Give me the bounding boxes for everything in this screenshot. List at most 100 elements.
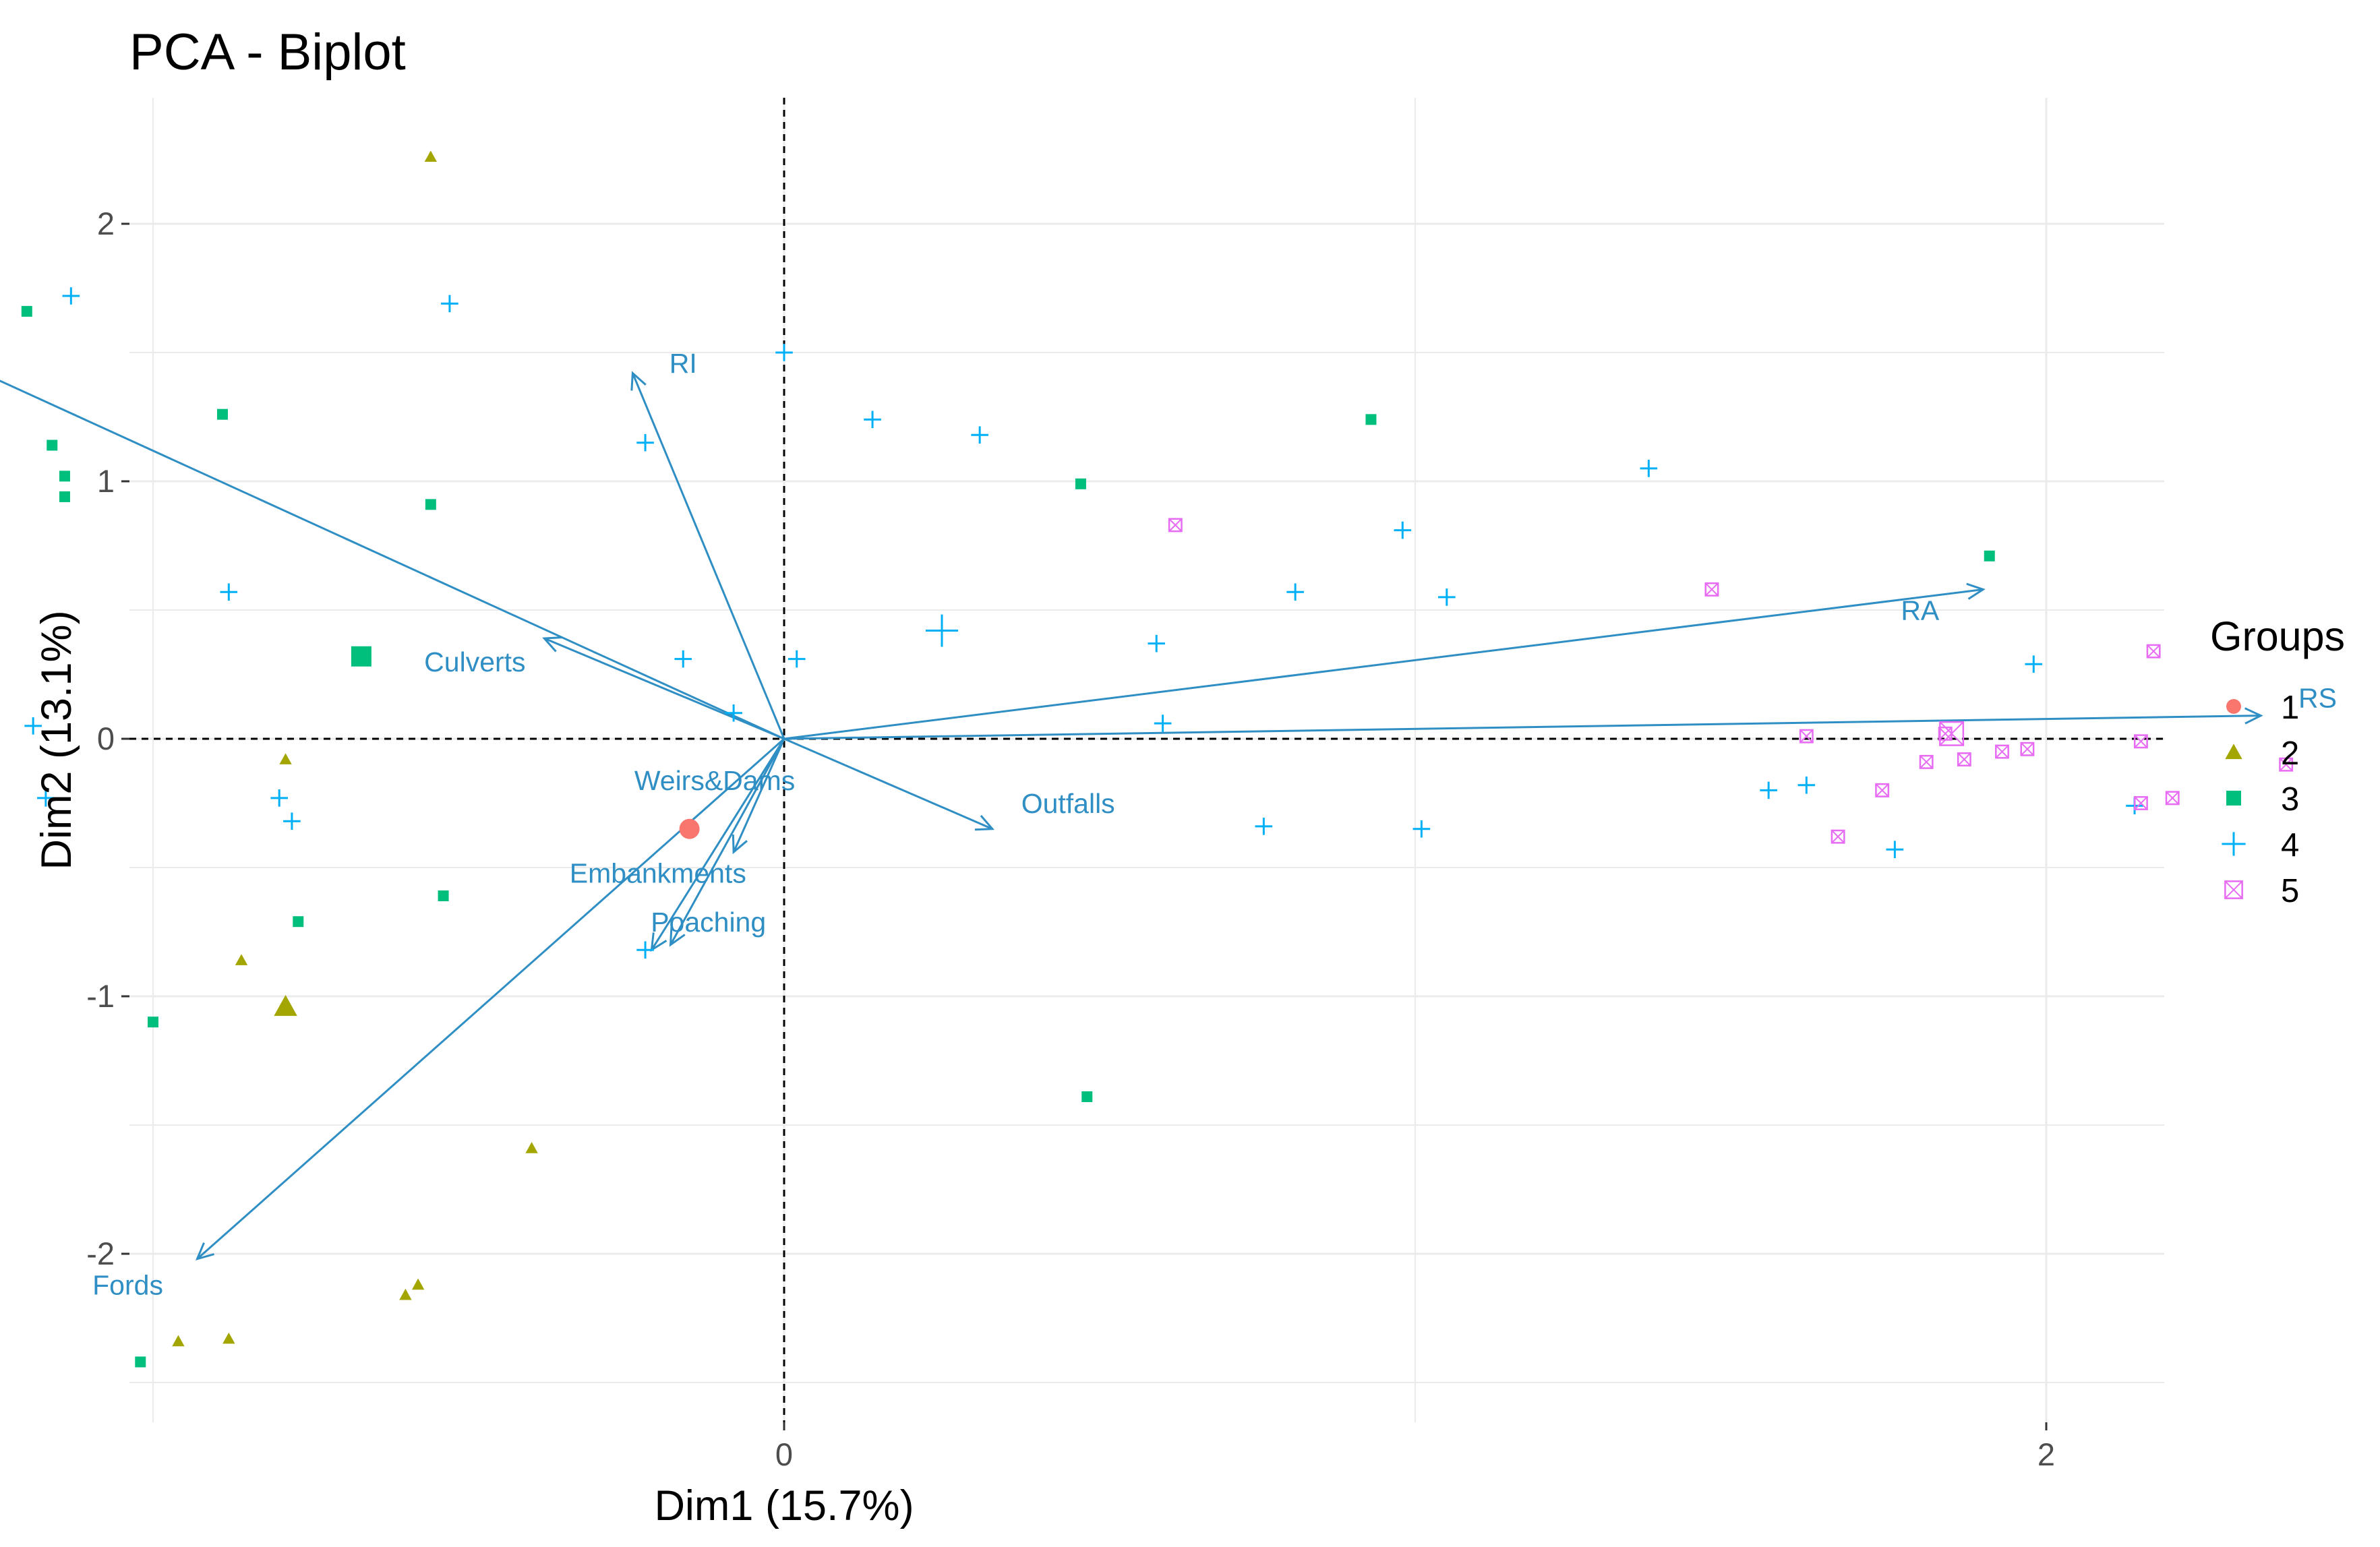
data-point-group-5 — [2146, 644, 2161, 659]
data-point-group-2 — [525, 1142, 538, 1153]
legend-item-3: 3 — [2226, 781, 2299, 818]
data-point-group-2 — [222, 1332, 235, 1344]
variable-label: Weirs&Dams — [634, 765, 795, 796]
data-point-group-4 — [864, 411, 881, 429]
variable-arrows: BridgesRI RA RS Culverts Weirs&Dams Outfalls E… — [0, 348, 2337, 1300]
data-point-group-4 — [1394, 521, 1412, 539]
legend-label: 5 — [2281, 873, 2299, 909]
variable-label: RA — [1901, 595, 1940, 626]
data-point-group-4 — [1255, 818, 1273, 835]
data-point-group-5 — [2020, 741, 2035, 756]
legend-key — [2226, 791, 2241, 806]
data-point-group-5 — [1831, 829, 1845, 844]
data-point-group-3 — [47, 439, 58, 451]
legend-key — [2224, 880, 2243, 899]
legend-key — [2222, 832, 2246, 856]
variable-arrow-outfalls: Outfalls — [783, 737, 1115, 831]
legend-item-1: 1 — [2226, 690, 2299, 726]
y-tick-label: -1 — [86, 978, 115, 1014]
centroid-group-1 — [679, 818, 700, 839]
centroid-group-2 — [274, 995, 297, 1017]
data-point-group-4 — [220, 583, 238, 601]
data-point-group-4 — [62, 287, 80, 305]
legend-label: 3 — [2281, 781, 2299, 818]
data-point-group-4 — [1412, 820, 1431, 838]
data-point-group-3 — [21, 305, 32, 317]
legend-key — [2225, 744, 2242, 760]
variable-arrow-fords: Fords — [92, 737, 785, 1300]
x-axis-title: Dim1 (15.7%) — [654, 1482, 914, 1529]
data-point-group-4 — [270, 789, 288, 807]
data-point-group-4 — [37, 789, 55, 807]
y-tick-label: 0 — [97, 721, 115, 756]
variable-arrow-weirs-dams: Weirs&Dams — [634, 738, 795, 855]
y-axis-title: Dim2 (13.1%) — [33, 610, 80, 870]
grid — [129, 98, 2164, 1422]
variable-label: Outfalls — [1021, 788, 1115, 819]
legend-item-2: 2 — [2225, 735, 2299, 772]
data-point-group-4 — [787, 650, 806, 668]
data-point-group-4 — [441, 295, 458, 313]
data-point-group-4 — [674, 650, 692, 668]
variable-arrow-ra: RA — [783, 582, 1986, 740]
data-point-group-2 — [399, 1288, 412, 1300]
data-point-group-4 — [1760, 781, 1777, 799]
data-point-group-3 — [59, 471, 70, 482]
y-tick-label: 2 — [97, 206, 115, 241]
x-tick-label: 2 — [2037, 1436, 2055, 1472]
data-point-group-5 — [2165, 791, 2180, 806]
data-point-group-5 — [1995, 744, 2009, 759]
legend-item-4: 4 — [2222, 827, 2299, 863]
legend: Groups 1 2 3 4 5 — [2210, 613, 2345, 909]
data-point-group-4 — [636, 433, 654, 452]
variable-label: Fords — [92, 1269, 163, 1300]
centroid-group-3 — [351, 646, 371, 667]
legend-label: 2 — [2281, 735, 2299, 772]
legend-key — [2226, 699, 2241, 714]
legend-title: Groups — [2210, 613, 2345, 659]
data-point-group-4 — [2025, 655, 2043, 673]
data-point-group-2 — [235, 954, 248, 965]
variable-arrow-rs: RS — [783, 683, 2337, 740]
data-point-group-2 — [172, 1335, 185, 1347]
data-point-group-4 — [775, 344, 793, 361]
data-point-group-3 — [148, 1017, 158, 1028]
variable-label: Poaching — [651, 907, 766, 938]
legend-label: 4 — [2281, 827, 2299, 863]
data-point-group-5 — [2133, 734, 2148, 749]
data-point-group-2 — [411, 1278, 425, 1290]
legend-item-5: 5 — [2224, 873, 2299, 909]
data-point-group-4 — [1148, 634, 1166, 653]
data-point-group-5 — [2133, 796, 2148, 810]
variable-arrow-embankments: Embankments — [570, 738, 785, 947]
data-point-group-5 — [1168, 518, 1183, 533]
data-point-group-2 — [424, 150, 438, 162]
legend-label: 1 — [2281, 690, 2299, 726]
data-point-group-3 — [1984, 550, 1995, 562]
data-point-group-4 — [24, 717, 42, 735]
data-point-group-4 — [1286, 583, 1304, 601]
variable-arrow-poaching: Poaching — [650, 738, 785, 952]
data-point-group-5 — [1875, 783, 1890, 797]
variable-arrow-culverts: Culverts — [424, 636, 785, 740]
data-point-group-5 — [1799, 729, 1814, 744]
centroid-group-4 — [926, 614, 958, 647]
data-point-group-5 — [2279, 757, 2294, 772]
data-point-group-3 — [1081, 1091, 1093, 1102]
variable-arrow-ri: RI — [630, 348, 785, 739]
data-point-group-3 — [135, 1356, 146, 1368]
data-point-group-3 — [59, 491, 70, 502]
variable-label: Embankments — [570, 857, 746, 888]
data-point-group-4 — [1797, 776, 1816, 794]
data-point-group-5 — [1957, 752, 1971, 767]
y-tick-label: 1 — [97, 463, 115, 499]
data-point-group-2 — [279, 753, 292, 764]
data-point-group-5 — [1704, 582, 1719, 597]
data-point-group-4 — [971, 426, 988, 444]
variable-arrow-bridges: Bridges — [0, 380, 785, 740]
data-point-group-3 — [1365, 414, 1377, 425]
data-point-group-4 — [1438, 588, 1456, 606]
data-points — [21, 150, 2294, 1368]
